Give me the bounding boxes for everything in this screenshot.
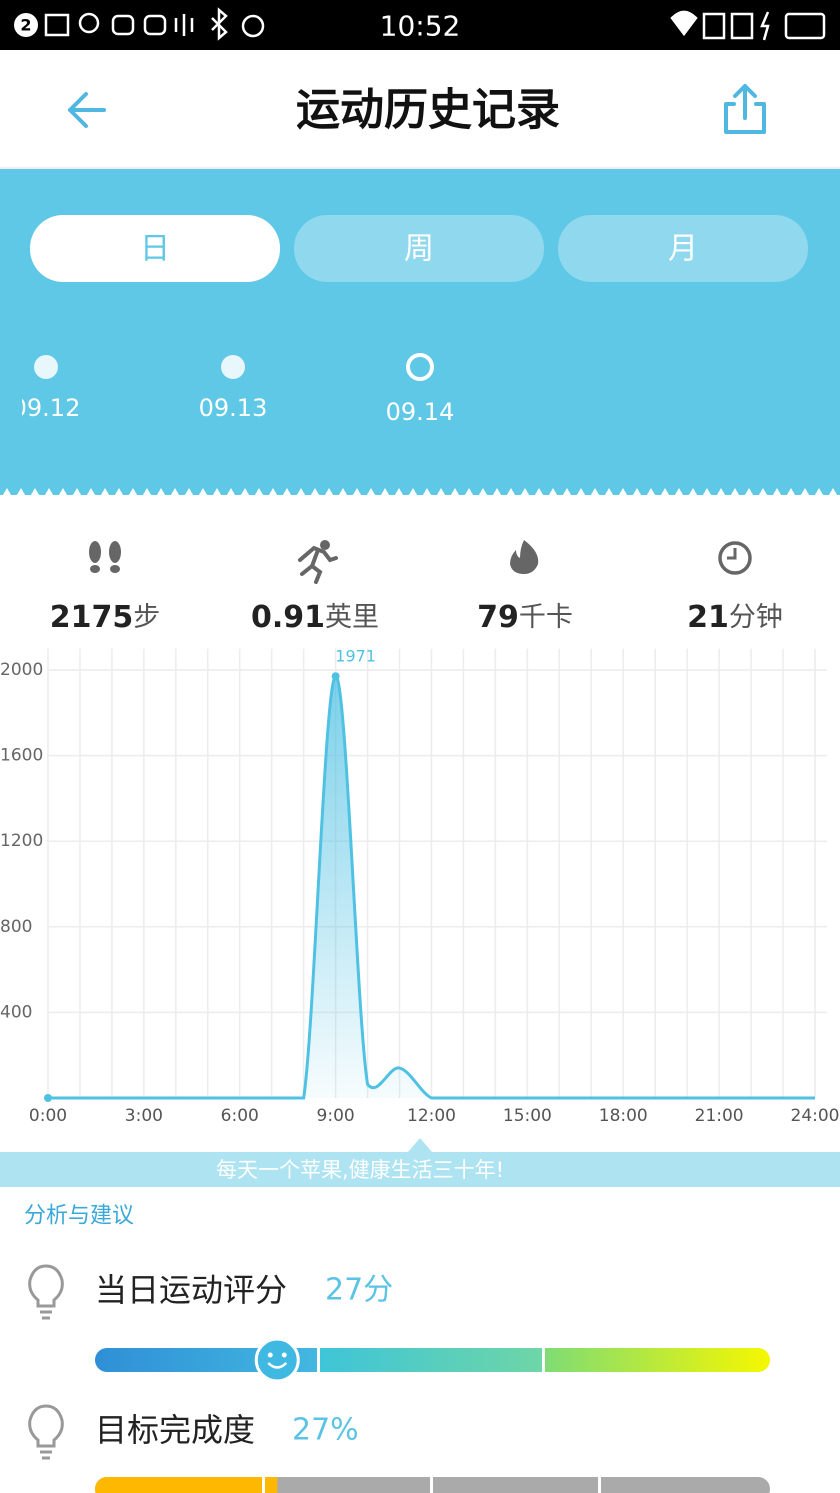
stat-text: 21分钟 (687, 600, 783, 635)
score-bar (95, 1348, 770, 1372)
share-button[interactable] (724, 84, 766, 134)
score-segment (320, 1348, 545, 1372)
score-marker (254, 1337, 300, 1383)
segment-gap (542, 1348, 545, 1372)
y-tick-label: 400 (0, 1002, 32, 1022)
tab-button[interactable] (294, 215, 544, 282)
status-bar (0, 0, 840, 50)
x-tick-label: 9:00 (317, 1106, 355, 1126)
section-title: 分析与建议 (24, 1204, 134, 1229)
x-tick-label: 15:00 (503, 1106, 552, 1126)
segment-gap (317, 1348, 320, 1372)
banner-text: 每天一个苹果,健康生活三十年! (216, 1158, 504, 1182)
date-dot[interactable] (221, 355, 245, 379)
date-label: 09.12 (12, 394, 81, 422)
stat-value: 0.91 (251, 600, 325, 635)
stat-unit: 千卡 (519, 602, 573, 633)
smiley-mouth (267, 1362, 288, 1369)
x-tick-label: 12:00 (407, 1106, 456, 1126)
stat-text: 79千卡 (477, 600, 573, 635)
segment-gap (598, 1477, 601, 1493)
x-tick-label: 18:00 (599, 1106, 648, 1126)
status-icons (44, 7, 826, 41)
point-marker (44, 1094, 52, 1102)
smiley-eye (267, 1352, 273, 1358)
tab-label: 月 (668, 232, 698, 267)
date-dot[interactable] (406, 353, 434, 381)
stat-value: 79 (477, 600, 519, 635)
score-value: 27分 (325, 1273, 393, 1308)
banner-pointer (408, 1138, 432, 1152)
stat-icons (89, 540, 752, 584)
bulb-icons (28, 1264, 64, 1460)
date-label: 09.14 (386, 398, 455, 426)
segment-gap (262, 1477, 265, 1493)
stat-unit: 分钟 (729, 602, 783, 633)
x-tick-label: 21:00 (695, 1106, 744, 1126)
date-label: 09.13 (199, 394, 268, 422)
goal-fill (95, 1477, 278, 1493)
stat-value: 21 (687, 600, 729, 635)
score-segment (545, 1348, 770, 1372)
header (0, 50, 840, 168)
status-time: 10:52 (380, 10, 461, 43)
x-tick-label: 6:00 (221, 1106, 259, 1126)
point-marker (331, 672, 340, 681)
y-tick-label: 800 (0, 917, 32, 937)
back-button[interactable] (68, 92, 106, 128)
y-tick-label: 2000 (0, 660, 43, 680)
score-label: 当日运动评分 (95, 1271, 287, 1309)
x-tick-label: 3:00 (125, 1106, 163, 1126)
y-tick-label: 1200 (0, 831, 43, 851)
tab-button[interactable] (558, 215, 808, 282)
stat-unit: 英里 (325, 602, 379, 633)
goal-label: 目标完成度 (95, 1411, 255, 1449)
segment-gap (430, 1477, 433, 1493)
stat-unit: 步 (133, 602, 160, 633)
page-title: 运动历史记录 (296, 85, 560, 136)
badge-count: 2 (20, 16, 31, 35)
badge-circle (14, 13, 38, 37)
goal-value: 27% (292, 1413, 359, 1448)
stat-value: 2175 (50, 600, 134, 635)
tab-label: 周 (404, 232, 434, 267)
goal-bar (95, 1477, 770, 1493)
tab-button[interactable] (30, 215, 280, 282)
data-label: 1971 (335, 647, 376, 666)
line-series (48, 674, 815, 1100)
tab-label: 日 (140, 232, 170, 267)
x-tick-label: 24:00 (791, 1106, 840, 1126)
stat-text: 2175步 (50, 600, 161, 635)
tip-banner (0, 1152, 840, 1187)
date-dot[interactable] (34, 355, 58, 379)
y-tick-label: 1600 (0, 746, 43, 766)
x-tick-label: 0:00 (29, 1106, 67, 1126)
smiley-eye (281, 1352, 287, 1358)
stat-text: 0.91英里 (251, 600, 379, 635)
